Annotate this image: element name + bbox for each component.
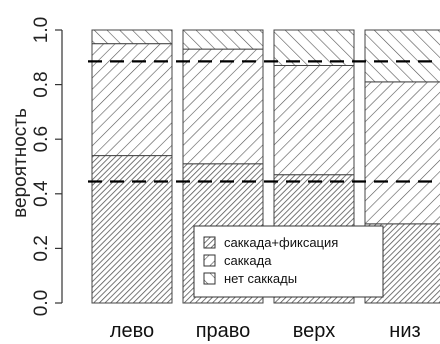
y-tick-label-3: 0.6 — [31, 126, 52, 152]
y-axis-label: вероятность — [10, 108, 31, 218]
y-axis: 0.0 0.2 0.4 0.6 0.8 1.0 — [31, 17, 63, 316]
y-tick-label-4: 0.8 — [31, 71, 52, 97]
bar-segment-2-series-2 — [182, 48, 264, 165]
category-label-3: верх — [293, 320, 335, 342]
y-tick-label-2: 0.4 — [31, 180, 52, 207]
legend: саккада+фиксация саккада нет саккады — [193, 225, 384, 298]
category-label-1: лево — [110, 320, 154, 342]
legend-swatch-2 — [203, 254, 216, 267]
bar-segment-2-series-3 — [182, 29, 264, 50]
legend-swatch-3 — [203, 272, 216, 285]
legend-label-3: нет саккады — [224, 271, 297, 286]
category-labels: лево право верх низ — [110, 320, 421, 342]
y-tick-label-5: 1.0 — [31, 17, 52, 43]
category-label-4: низ — [389, 320, 420, 342]
y-tick-label-1: 0.2 — [31, 235, 52, 261]
reference-lines-layer — [88, 60, 440, 183]
y-tick-label-0: 0.0 — [31, 290, 52, 316]
legend-box — [193, 225, 384, 298]
legend-label-1: саккада+фиксация — [224, 235, 338, 250]
category-label-2: право — [196, 320, 251, 342]
bar-segment-3-series-2 — [273, 64, 355, 176]
legend-swatch-1 — [203, 236, 216, 249]
bar-segment-3-series-3 — [273, 29, 355, 66]
bar-segment-4-series-3 — [364, 29, 440, 83]
legend-label-2: саккада — [224, 253, 272, 268]
bar-segment-1-series-3 — [91, 29, 173, 45]
bar-segment-4-series-2 — [364, 81, 440, 225]
bar-segment-1-series-1 — [91, 155, 173, 304]
